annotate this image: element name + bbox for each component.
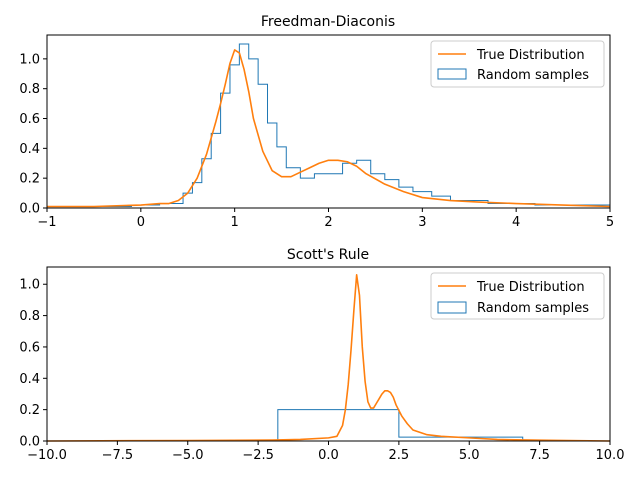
x-ticks: −10.0 −7.5 −5.0 −2.5 0.0 2.5 5.0 7.5 10.0 — [27, 441, 624, 463]
y-tick-label: 0.2 — [19, 403, 40, 418]
y-tick-label: 1.0 — [19, 278, 40, 293]
chart-title: Freedman-Diaconis — [261, 14, 395, 30]
legend-hist-swatch — [437, 68, 467, 80]
x-tick-label: −2.5 — [242, 448, 274, 463]
x-tick-label: 10.0 — [596, 448, 625, 463]
legend-label-true-distribution: True Distribution — [476, 48, 585, 63]
x-tick-label: −1 — [37, 215, 56, 230]
x-tick-label: 1 — [231, 215, 239, 230]
x-tick-label: 2.5 — [389, 448, 410, 463]
chart-freedman-diaconis: Freedman-Diaconis −1 0 1 2 3 4 5 0.00.20.40.60… — [19, 14, 614, 230]
curve-layer — [47, 49, 611, 208]
y-tick-label: 1.0 — [19, 52, 40, 67]
legend-label-true-distribution: True Distribution — [476, 280, 585, 295]
legend-box — [430, 272, 605, 320]
x-ticks: −1 0 1 2 3 4 5 — [37, 208, 614, 230]
legend-label-random-samples: Random samples — [477, 301, 589, 316]
x-tick-label: 5.0 — [459, 448, 480, 463]
legend-label-random-samples: Random samples — [477, 68, 589, 83]
x-tick-label: 0 — [137, 215, 145, 230]
x-tick-label: −7.5 — [102, 448, 134, 463]
x-tick-label: 2 — [324, 215, 332, 230]
y-ticks: 0.0 0.2 0.4 0.6 0.8 1.0 — [19, 278, 47, 450]
histogram-layer — [277, 409, 524, 441]
x-tick-label: −5.0 — [172, 448, 204, 463]
true-distribution-curve — [46, 274, 611, 442]
x-tick-label: 0.0 — [318, 448, 339, 463]
y-tick-label: 0.6 — [19, 112, 40, 127]
legend: True Distribution Random samples — [430, 272, 605, 320]
y-tick-label: 0.4 — [19, 372, 40, 387]
y-tick-label: 0.8 — [19, 309, 40, 324]
y-tick-label: 0.4 — [19, 142, 40, 157]
legend-hist-swatch — [437, 301, 467, 314]
x-tick-label: 4 — [512, 215, 520, 230]
chart-scotts-rule: Scott's Rule −10.0 −7.5 −5.0 −2.5 0.0 2.5 5.0 7… — [19, 247, 624, 463]
y-tick-label: 0.0 — [19, 202, 40, 217]
legend-box — [430, 40, 605, 88]
curve-layer — [46, 274, 611, 442]
x-tick-label: 3 — [418, 215, 426, 230]
y-tick-label: 0.0 — [19, 435, 40, 450]
y-tick-label: 0.8 — [19, 82, 40, 97]
x-tick-label: 5 — [606, 215, 614, 230]
chart-title: Scott's Rule — [287, 247, 369, 263]
y-tick-label: 0.2 — [19, 172, 40, 187]
legend: True Distribution Random samples — [430, 40, 605, 88]
true-distribution-curve — [47, 49, 611, 208]
x-tick-label: −10.0 — [27, 448, 67, 463]
x-tick-label: 7.5 — [529, 448, 550, 463]
histogram-bars — [277, 409, 524, 441]
y-ticks: 0.0 0.2 0.4 0.6 0.8 1.0 — [19, 52, 47, 217]
y-tick-label: 0.6 — [19, 340, 40, 355]
